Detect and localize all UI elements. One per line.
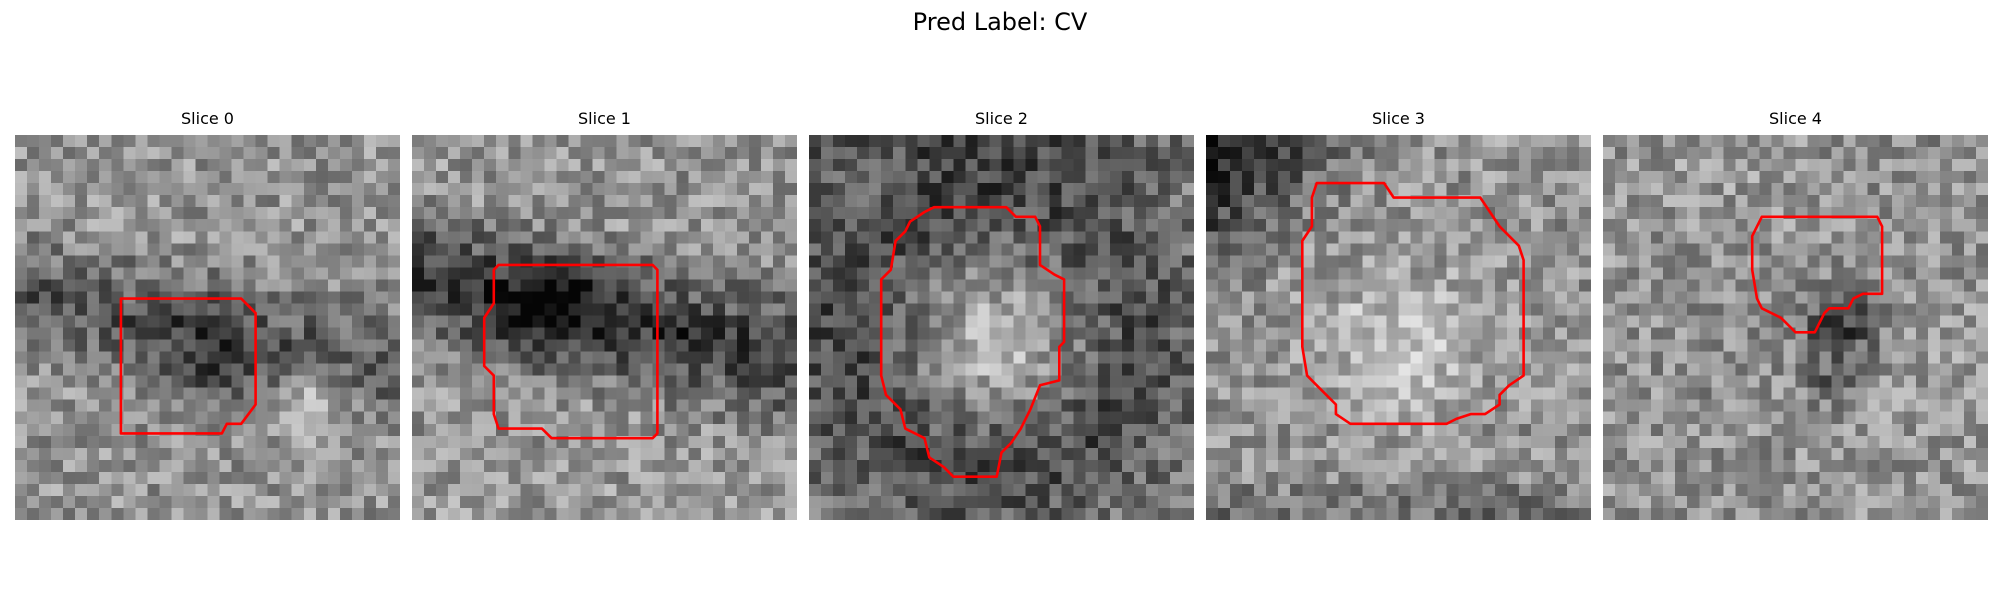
segmentation-contour [119,297,257,435]
panel-title: Slice 1 [578,109,631,128]
pixel-grid [809,135,1194,520]
panel-slice-2: Slice 2 [809,108,1194,520]
slice-image [1603,135,1988,520]
panel-slice-1: Slice 1 [412,108,797,520]
panel-slice-4: Slice 4 [1603,108,1988,520]
segmentation-contour [1750,215,1884,334]
panel-title: Slice 4 [1769,109,1822,128]
panel-slice-0: Slice 0 [15,108,400,520]
segmentation-contour [482,263,659,440]
figure-title: Pred Label: CV [912,8,1088,36]
panel-title: Slice 0 [181,109,234,128]
pixel-grid [15,135,400,520]
pixel-grid [412,135,797,520]
slice-image [15,135,400,520]
pixel-grid [1206,135,1591,520]
pixel-grid [1603,135,1988,520]
slice-image [809,135,1194,520]
panel-title: Slice 2 [975,109,1028,128]
panel-title: Slice 3 [1372,109,1425,128]
panel-slice-3: Slice 3 [1206,108,1591,520]
slice-image [1206,135,1591,520]
segmentation-contour [1301,181,1525,426]
segmentation-contour [879,205,1066,479]
slice-image [412,135,797,520]
